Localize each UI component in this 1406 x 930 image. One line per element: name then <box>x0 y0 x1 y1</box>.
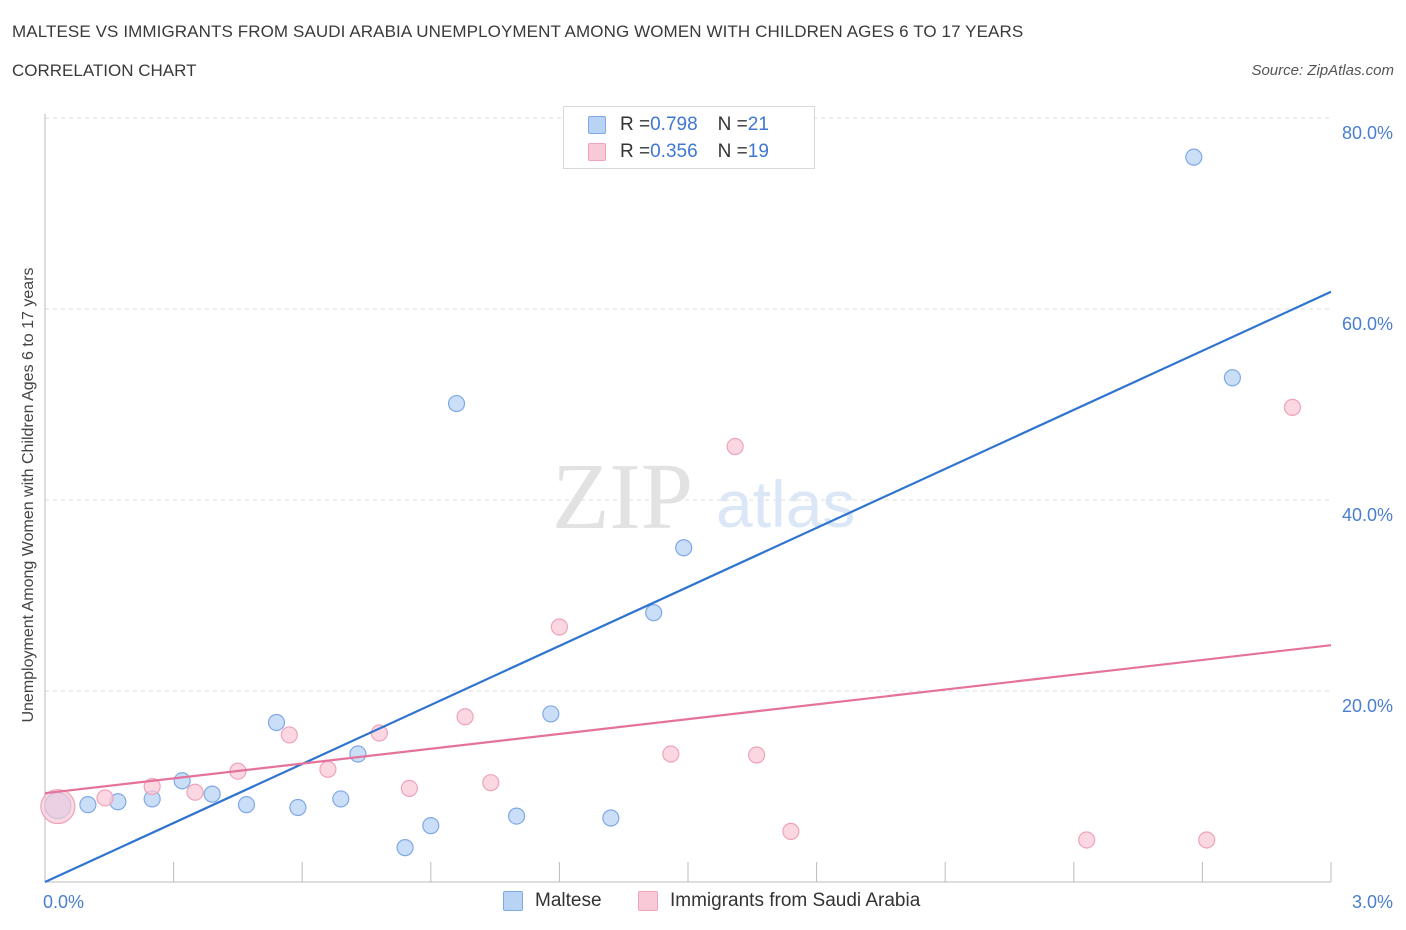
series-legend: Maltese Immigrants from Saudi Arabia <box>0 890 1406 916</box>
data-point-saudi <box>782 822 800 840</box>
data-point-saudi <box>400 779 418 798</box>
chart-title: MALTESE VS IMMIGRANTS FROM SAUDI ARABIA … <box>12 22 1024 41</box>
data-point-maltese <box>267 713 286 732</box>
data-point-saudi <box>482 774 500 792</box>
data-point-maltese <box>675 539 693 557</box>
y-tick-label: 40.0% <box>1342 505 1393 525</box>
tick-labels: 20.0% 40.0% 60.0% 80.0% 0.0% 3.0% <box>43 123 1393 912</box>
data-point-maltese <box>447 394 466 413</box>
stats-legend: R = 0.798 N = 21 R = 0.356 N = 19 <box>563 106 815 169</box>
data-point-saudi <box>143 777 161 796</box>
legend-label-maltese: Maltese <box>535 890 602 911</box>
legend-r-value: 0.356 <box>650 141 698 162</box>
data-point-saudi <box>550 618 569 636</box>
data-point-maltese <box>289 798 307 817</box>
data-point-maltese <box>237 796 256 814</box>
data-point-saudi <box>1198 831 1216 849</box>
points-layer <box>40 148 1302 857</box>
y-tick-label: 20.0% <box>1342 696 1393 716</box>
data-point-maltese <box>1185 148 1203 166</box>
data-point-maltese <box>1223 369 1242 387</box>
data-point-maltese <box>79 796 97 814</box>
data-point-maltese <box>349 745 367 763</box>
data-point-saudi <box>186 783 204 801</box>
trend-line-saudi <box>44 644 1332 795</box>
chart-subtitle: CORRELATION CHART <box>12 61 197 80</box>
legend-item-maltese[interactable]: Maltese <box>503 890 602 912</box>
data-point-saudi <box>456 708 474 726</box>
legend-swatch-pink <box>638 891 658 911</box>
data-point-maltese <box>203 785 221 803</box>
legend-n-label: N = <box>717 141 748 162</box>
axes-layer <box>44 114 1332 883</box>
data-point-maltese <box>332 790 350 808</box>
data-point-maltese <box>507 807 526 825</box>
y-tick-label: 80.0% <box>1342 123 1393 143</box>
x-tick-label: 0.0% <box>43 892 84 912</box>
data-point-saudi <box>1078 831 1096 849</box>
data-point-maltese <box>396 839 414 857</box>
source-label: Source: ZipAtlas.com <box>1251 62 1394 79</box>
legend-r-label: R = <box>620 141 651 162</box>
data-point-maltese <box>542 705 560 723</box>
legend-n-label: N = <box>717 114 748 135</box>
legend-n-value: 19 <box>747 141 769 162</box>
legend-r-value: 0.798 <box>650 114 698 135</box>
data-point-saudi <box>747 746 766 764</box>
data-point-saudi <box>662 745 680 763</box>
watermark: ZIP atlas <box>552 445 855 549</box>
data-point-saudi <box>40 788 76 825</box>
grid-layer <box>45 117 1331 692</box>
legend-row-saudi: R = 0.356 N = 19 <box>588 140 769 164</box>
legend-r-label: R = <box>620 114 651 135</box>
data-point-maltese <box>422 817 440 835</box>
legend-swatch-pink <box>588 143 606 161</box>
legend-row-maltese: R = 0.798 N = 21 <box>588 113 769 137</box>
data-point-saudi <box>726 437 744 456</box>
data-point-maltese <box>173 772 191 790</box>
legend-n-value: 21 <box>747 114 769 135</box>
y-tick-label: 60.0% <box>1342 314 1393 334</box>
watermark-atlas: atlas <box>716 467 855 541</box>
data-point-saudi <box>1283 398 1302 416</box>
legend-label-saudi: Immigrants from Saudi Arabia <box>670 890 921 911</box>
trend-layer <box>44 290 1332 883</box>
watermark-zip: ZIP <box>552 445 693 549</box>
legend-item-saudi[interactable]: Immigrants from Saudi Arabia <box>638 890 920 912</box>
legend-swatch-blue <box>588 116 606 134</box>
legend-swatch-blue <box>503 891 523 911</box>
data-point-maltese <box>602 809 620 827</box>
x-tick-label: 3.0% <box>1352 892 1393 912</box>
data-point-saudi <box>96 789 114 807</box>
trend-line-maltese <box>44 290 1332 883</box>
data-point-saudi <box>319 760 337 778</box>
data-point-saudi <box>280 726 298 744</box>
data-point-maltese <box>645 604 663 622</box>
